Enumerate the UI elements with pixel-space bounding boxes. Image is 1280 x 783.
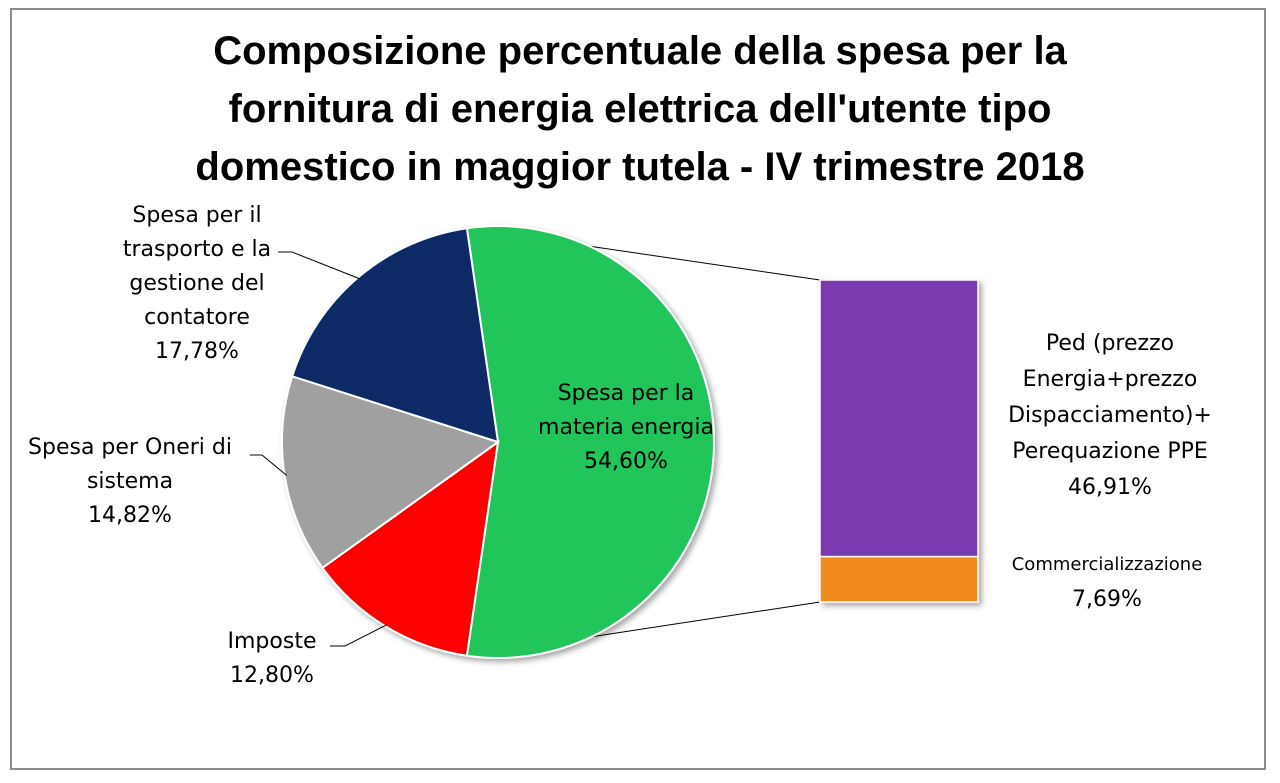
slice-label-imposte: Imposte 12,80% [228, 629, 317, 688]
slice-label-oneri-sistema: Spesa per Oneri di sistema 14,82% [28, 435, 232, 528]
bar-label-commercializzazione: Commercializzazione 7,69% [1012, 554, 1203, 612]
chart-title-line-3: domestico in maggior tutela - IV trimest… [195, 145, 1085, 189]
chart-title: Composizione percentuale della spesa per… [0, 22, 1280, 196]
chart-title-line-1: Composizione percentuale della spesa per… [213, 29, 1067, 73]
pie-slice-2 [281, 375, 501, 570]
pie-slice-3 [290, 227, 500, 444]
bar-label-ped: Ped (prezzo Energia+prezzo Dispacciamento)… [1008, 331, 1212, 500]
leader-line-trasporto [278, 251, 360, 280]
slice-label-materia-energia: Spesa per la materia energia 54,60% [538, 381, 714, 474]
slice-label-trasporto: Spesa per il trasporto e la gestione del co… [123, 203, 271, 364]
leader-line-imposte [330, 624, 387, 647]
chart-title-line-2: fornitura di energia elettrica dell'uten… [228, 87, 1052, 131]
bar-segment-0 [819, 279, 979, 558]
leader-line-oneri [250, 454, 287, 476]
bar-segment-1 [819, 555, 979, 603]
pie-slice-1 [321, 439, 500, 657]
pie-slice-0 [465, 225, 715, 659]
